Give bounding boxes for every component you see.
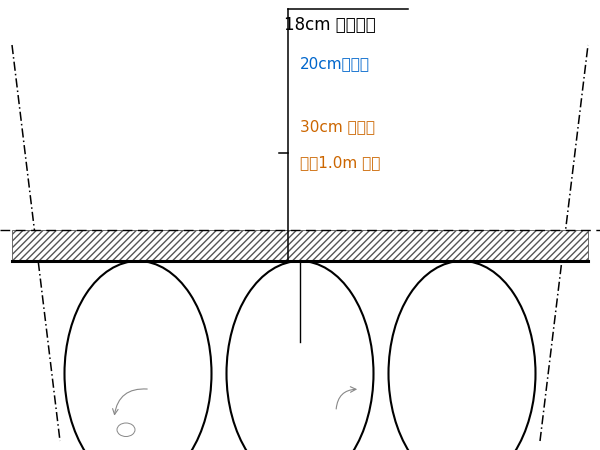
Text: 18cm 砖面层、: 18cm 砖面层、 xyxy=(284,16,376,34)
Text: 30cm 石渣垫: 30cm 石渣垫 xyxy=(300,119,375,134)
Text: 层，1.0m 圆管: 层，1.0m 圆管 xyxy=(300,155,380,170)
Circle shape xyxy=(117,423,135,436)
Ellipse shape xyxy=(65,261,212,450)
Text: 20cm碎石土: 20cm碎石土 xyxy=(300,56,370,71)
Ellipse shape xyxy=(227,261,373,450)
Ellipse shape xyxy=(389,261,536,450)
Bar xyxy=(12,230,588,261)
